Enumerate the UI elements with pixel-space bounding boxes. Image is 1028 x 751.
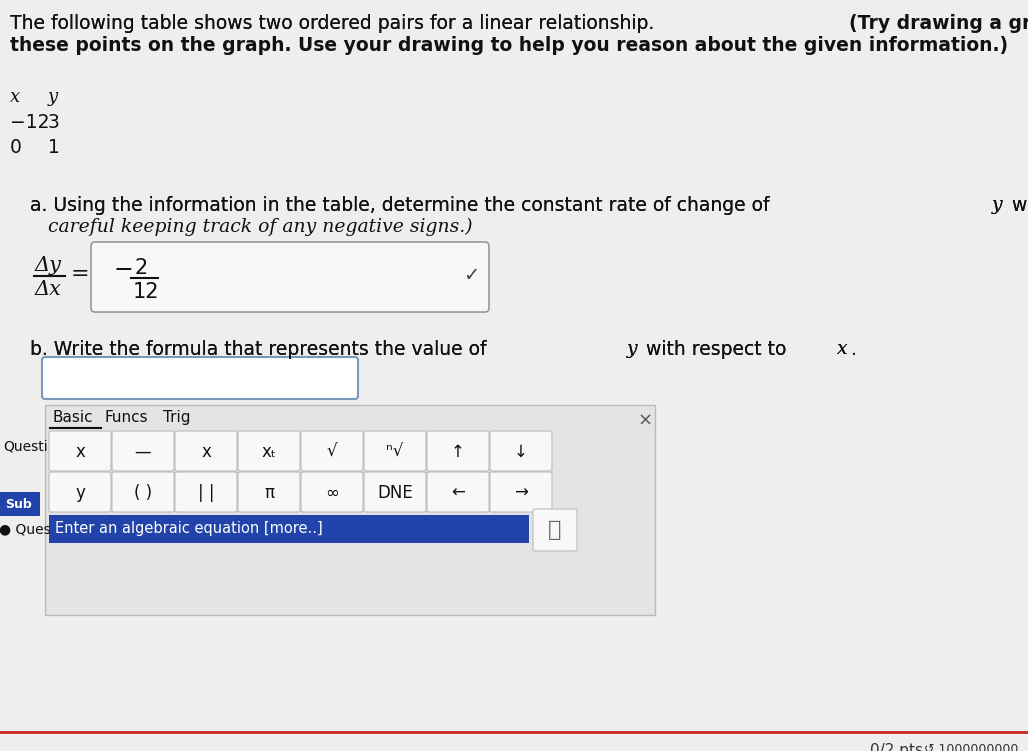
Text: b. Write the formula that represents the value of: b. Write the formula that represents the…: [30, 340, 492, 359]
Text: √: √: [327, 443, 337, 461]
Text: Sub: Sub: [5, 497, 32, 511]
FancyBboxPatch shape: [364, 472, 426, 512]
FancyBboxPatch shape: [364, 431, 426, 471]
Text: ● Ques: ● Ques: [0, 522, 50, 536]
Text: Questi: Questi: [3, 440, 47, 454]
Text: −12: −12: [10, 113, 49, 132]
Text: b. Write the formula that represents the value of: b. Write the formula that represents the…: [30, 340, 492, 359]
Text: with respect to: with respect to: [640, 340, 793, 359]
FancyBboxPatch shape: [49, 472, 111, 512]
Text: .: .: [851, 340, 856, 359]
Text: (Try drawing a graph and place: (Try drawing a graph and place: [849, 14, 1028, 33]
FancyBboxPatch shape: [301, 472, 363, 512]
Text: Trig: Trig: [163, 410, 190, 425]
FancyBboxPatch shape: [490, 431, 552, 471]
FancyBboxPatch shape: [427, 472, 489, 512]
Text: 2: 2: [135, 258, 148, 278]
Text: —: —: [135, 443, 151, 461]
Text: Funcs: Funcs: [105, 410, 149, 425]
FancyBboxPatch shape: [49, 515, 529, 543]
Text: ⁿ√: ⁿ√: [387, 443, 404, 461]
Text: x: x: [201, 443, 211, 461]
Text: Basic: Basic: [53, 410, 94, 425]
FancyBboxPatch shape: [238, 472, 300, 512]
Text: y: y: [627, 340, 637, 358]
Text: ∞: ∞: [325, 484, 339, 502]
Text: DNE: DNE: [377, 484, 413, 502]
FancyBboxPatch shape: [238, 431, 300, 471]
Text: xₜ: xₜ: [261, 443, 277, 461]
Text: ⓧ: ⓧ: [548, 520, 561, 540]
Text: =: =: [71, 264, 89, 284]
Text: | |: | |: [197, 484, 214, 502]
Text: x: x: [75, 443, 85, 461]
Text: a. Using the information in the table, determine the constant rate of change of: a. Using the information in the table, d…: [30, 196, 775, 215]
Text: careful keeping track of any negative signs.): careful keeping track of any negative si…: [48, 218, 473, 237]
Text: Enter an algebraic equation [more..]: Enter an algebraic equation [more..]: [56, 521, 323, 536]
Text: ↑: ↑: [451, 443, 465, 461]
FancyBboxPatch shape: [112, 472, 174, 512]
FancyBboxPatch shape: [427, 431, 489, 471]
Text: with respect to: with respect to: [640, 340, 793, 359]
Text: Δy: Δy: [35, 256, 62, 275]
Text: ↓: ↓: [514, 443, 528, 461]
FancyBboxPatch shape: [42, 357, 358, 399]
Text: 0/2 pts: 0/2 pts: [870, 743, 923, 751]
Text: y: y: [992, 196, 1002, 214]
Text: x: x: [837, 340, 848, 358]
Text: x: x: [10, 88, 21, 106]
Text: 1: 1: [48, 138, 60, 157]
FancyBboxPatch shape: [91, 242, 489, 312]
Text: Δx: Δx: [35, 280, 62, 299]
Text: ✓: ✓: [463, 266, 479, 285]
Text: x: x: [837, 340, 848, 358]
Text: y: y: [48, 88, 59, 106]
FancyBboxPatch shape: [175, 472, 237, 512]
Text: y: y: [75, 484, 85, 502]
Text: →: →: [514, 484, 528, 502]
FancyBboxPatch shape: [175, 431, 237, 471]
Text: a. Using the information in the table, determine the constant rate of change of: a. Using the information in the table, d…: [30, 196, 775, 215]
Text: 3: 3: [48, 113, 60, 132]
FancyBboxPatch shape: [49, 431, 111, 471]
FancyBboxPatch shape: [490, 472, 552, 512]
Text: y: y: [627, 340, 637, 358]
Text: 12: 12: [133, 282, 159, 302]
FancyBboxPatch shape: [112, 431, 174, 471]
Text: 0: 0: [10, 138, 22, 157]
Text: π: π: [264, 484, 274, 502]
Text: with respect to: with respect to: [1005, 196, 1028, 215]
FancyBboxPatch shape: [301, 431, 363, 471]
FancyBboxPatch shape: [45, 405, 655, 615]
Text: ×: ×: [637, 412, 653, 430]
Text: ←: ←: [451, 484, 465, 502]
Text: y: y: [992, 196, 1002, 214]
Text: ↺ 1000000000: ↺ 1000000000: [924, 743, 1019, 751]
Text: The following table shows two ordered pairs for a linear relationship.: The following table shows two ordered pa…: [10, 14, 660, 33]
FancyBboxPatch shape: [0, 492, 40, 516]
Text: The following table shows two ordered pairs for a linear relationship.: The following table shows two ordered pa…: [10, 14, 660, 33]
Text: ( ): ( ): [134, 484, 152, 502]
Text: with respect to: with respect to: [1005, 196, 1028, 215]
Text: −: −: [113, 258, 133, 282]
Text: these points on the graph. Use your drawing to help you reason about the given i: these points on the graph. Use your draw…: [10, 36, 1008, 55]
FancyBboxPatch shape: [533, 509, 577, 551]
